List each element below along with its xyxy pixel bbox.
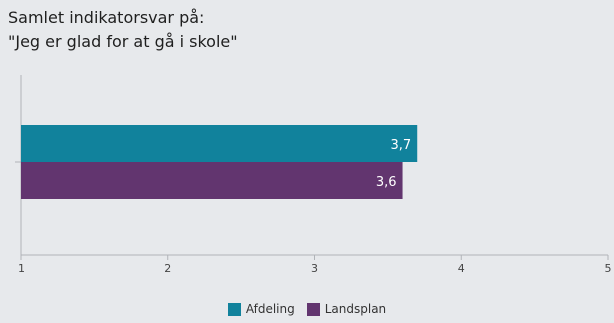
x-tick-label: 2 <box>164 262 171 275</box>
chart-title-line-2: "Jeg er glad for at gå i skole" <box>8 32 238 51</box>
chart-title-line-1: Samlet indikatorsvar på: <box>8 8 205 27</box>
x-tick-label: 5 <box>605 262 612 275</box>
x-tick-label: 4 <box>458 262 465 275</box>
legend-label-afdeling: Afdeling <box>245 302 295 316</box>
x-tick-label: 1 <box>18 262 25 275</box>
bar-value-label: 3,6 <box>376 175 397 190</box>
chart-title: Samlet indikatorsvar på: "Jeg er glad fo… <box>8 6 238 54</box>
bar-value-label: 3,7 <box>391 138 412 153</box>
legend-item-afdeling[interactable]: Afdeling <box>227 302 295 316</box>
legend: Afdeling Landsplan <box>0 302 614 316</box>
legend-swatch-landsplan <box>306 302 320 316</box>
bar-landsplan <box>21 162 403 199</box>
x-tick-label: 3 <box>311 262 318 275</box>
bar-afdeling <box>21 125 418 162</box>
legend-swatch-afdeling <box>227 302 241 316</box>
legend-item-landsplan[interactable]: Landsplan <box>306 302 387 316</box>
plot-area: 1 2 3 4 5 3,7 3,6 <box>15 75 612 275</box>
legend-label-landsplan: Landsplan <box>324 302 387 316</box>
